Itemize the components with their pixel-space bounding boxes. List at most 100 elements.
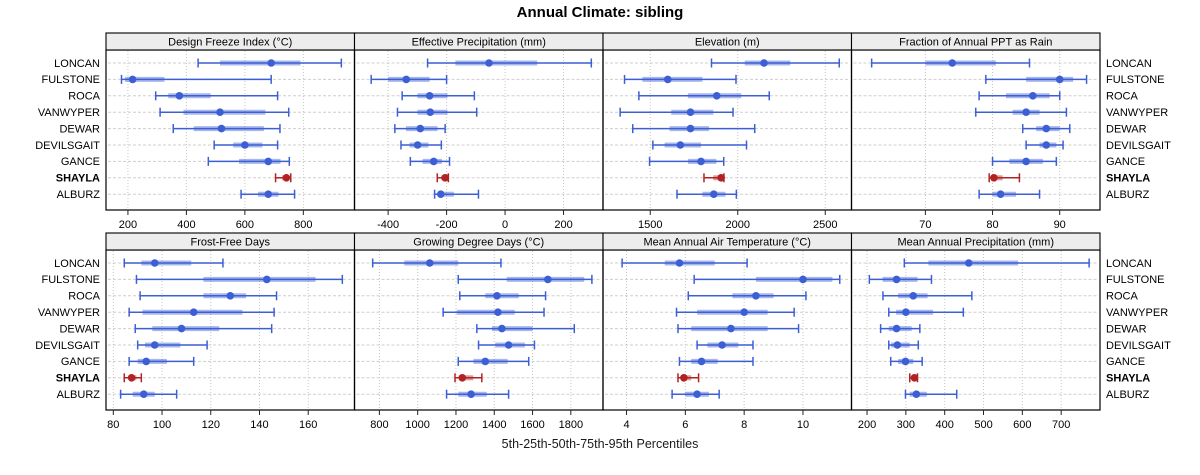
site-label-left: VANWYPER — [38, 107, 100, 119]
axis-tick-label: 140 — [250, 419, 268, 431]
site-label-right: ALBURZ — [1106, 389, 1150, 401]
percentile-row-roca — [978, 91, 1061, 101]
median-dot — [718, 341, 726, 349]
site-label-left: ALBURZ — [57, 389, 101, 401]
percentile-row-roca — [638, 91, 770, 101]
site-label-right: ROCA — [1106, 91, 1138, 103]
median-dot — [264, 157, 273, 166]
median-dot — [964, 259, 973, 267]
percentile-caption: 5th-25th-50th-75th-95th Percentiles — [501, 437, 699, 451]
percentile-row-vanwyper — [442, 307, 545, 317]
median-dot — [436, 190, 445, 198]
percentile-row-dewar — [677, 324, 800, 334]
percentile-row-gance — [409, 156, 451, 166]
percentile-row-fulstone — [985, 74, 1088, 84]
median-dot — [425, 92, 434, 100]
percentile-row-dewar — [476, 324, 576, 334]
axis-tick-label: 120 — [202, 419, 220, 431]
median-dot — [892, 324, 901, 333]
median-dot — [544, 275, 552, 284]
panel-strip — [850, 32, 1101, 51]
axis-tick-label: 90 — [1054, 219, 1066, 231]
median-dot — [799, 275, 807, 284]
median-dot — [402, 75, 411, 84]
site-label-right: DEVILSGAIT — [1106, 340, 1171, 352]
percentile-row-devilsgait — [136, 340, 208, 350]
percentile-row-loncan — [903, 258, 1090, 268]
axis-tick-label: 200 — [554, 219, 572, 231]
site-label-right: DEVILSGAIT — [1106, 140, 1171, 152]
percentile-row-dewar — [632, 124, 756, 134]
median-dot — [910, 374, 919, 382]
site-label-right: SHAYLA — [1106, 173, 1150, 185]
percentile-row-devilsgait — [1025, 140, 1064, 150]
site-label-right: GANCE — [1106, 156, 1145, 168]
site-label-left: FULSTONE — [42, 74, 100, 86]
axis-tick-label: 10 — [797, 419, 809, 431]
site-label-left: DEVILSGAIT — [35, 140, 100, 152]
percentile-row-alburz — [904, 389, 958, 399]
median-dot — [1055, 75, 1064, 84]
median-dot — [241, 141, 249, 149]
panel-strip-title: Mean Annual Precipitation (mm) — [897, 237, 1054, 249]
site-label-left: DEWAR — [59, 123, 100, 135]
percentile-row-fulstone — [120, 74, 272, 84]
axis-tick-label: 1800 — [559, 419, 583, 431]
site-label-right: ALBURZ — [1106, 189, 1150, 201]
median-dot — [912, 390, 921, 399]
axis-tick-label: 1400 — [482, 419, 506, 431]
percentile-row-vanwyper — [675, 307, 795, 317]
median-dot — [139, 390, 148, 399]
axis-tick-label: 0 — [502, 219, 508, 231]
panel-strip — [850, 232, 1101, 251]
site-label-left: DEVILSGAIT — [35, 340, 100, 352]
site-label-right: DEWAR — [1106, 323, 1147, 335]
axis-tick-label: 500 — [974, 419, 992, 431]
percentile-row-gance — [889, 356, 923, 366]
site-label-right: FULSTONE — [1106, 74, 1164, 86]
percentile-row-shayla — [677, 373, 700, 383]
site-label-left: VANWYPER — [38, 307, 100, 319]
site-label-right: DEWAR — [1106, 123, 1147, 135]
percentile-row-loncan — [371, 258, 502, 268]
percentile-row-shayla — [703, 173, 725, 183]
median-dot — [481, 357, 490, 366]
percentile-row-shayla — [123, 373, 143, 383]
panel-strip-title: Frost-Free Days — [191, 237, 271, 249]
percentile-row-shayla — [436, 173, 450, 183]
median-dot — [150, 341, 159, 349]
percentile-row-alburz — [433, 189, 480, 199]
median-dot — [175, 92, 184, 100]
median-dot — [498, 324, 506, 333]
median-dot — [663, 75, 672, 84]
axis-tick-label: 1000 — [405, 419, 429, 431]
axis-tick-label: 100 — [153, 419, 171, 431]
axis-tick-label: 1200 — [444, 419, 468, 431]
median-dot — [425, 259, 434, 267]
site-label-left: ROCA — [68, 291, 100, 303]
median-dot — [752, 292, 760, 300]
site-label-right: LONCAN — [1106, 58, 1152, 70]
median-dot — [441, 174, 449, 182]
percentile-row-gance — [128, 356, 195, 366]
axis-tick-label: 400 — [177, 219, 195, 231]
percentile-row-alburz — [671, 389, 720, 399]
site-label-left: SHAYLA — [56, 373, 100, 385]
median-dot — [680, 374, 688, 382]
median-dot — [697, 357, 706, 366]
percentile-row-roca — [459, 291, 547, 301]
median-dot — [1022, 157, 1030, 166]
median-dot — [429, 157, 438, 166]
site-label-right: ROCA — [1106, 291, 1138, 303]
median-dot — [996, 190, 1005, 198]
site-label-left: SHAYLA — [56, 173, 100, 185]
median-dot — [150, 259, 159, 267]
median-dot — [693, 390, 701, 399]
median-dot — [493, 292, 501, 300]
site-label-right: SHAYLA — [1106, 373, 1150, 385]
median-dot — [709, 190, 718, 198]
median-dot — [216, 108, 224, 116]
site-label-left: DEWAR — [59, 323, 100, 335]
median-dot — [1042, 124, 1051, 133]
